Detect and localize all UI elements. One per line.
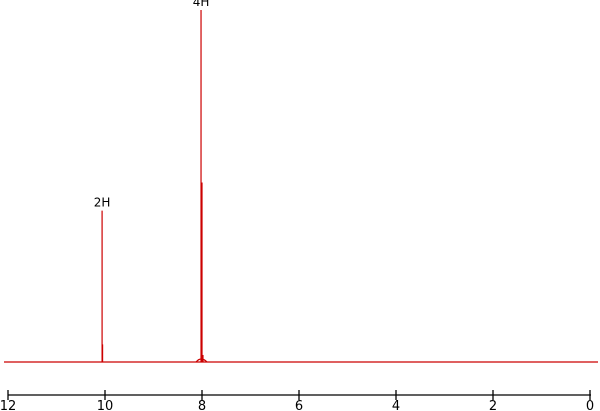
peak-integration-label: 2H xyxy=(94,196,111,210)
peak-integration-label: 4H xyxy=(193,0,210,9)
spectrum-trace-layer xyxy=(4,10,598,363)
x-axis-tick-label: 2 xyxy=(489,399,497,411)
x-axis-tick-label: 8 xyxy=(198,399,206,411)
x-axis: 12 10 8 6 4 2 0 xyxy=(0,390,594,411)
x-axis-tick-label: 4 xyxy=(392,399,400,411)
x-axis-tick-label: 10 xyxy=(97,399,114,411)
x-axis-tick-label: 12 xyxy=(0,399,16,411)
spectrum-peak-base xyxy=(195,358,208,363)
x-axis-tick-label: 6 xyxy=(295,399,303,411)
x-axis-tick-label: 0 xyxy=(586,399,594,411)
peak-annotation-layer: 2H 4H xyxy=(94,0,210,210)
